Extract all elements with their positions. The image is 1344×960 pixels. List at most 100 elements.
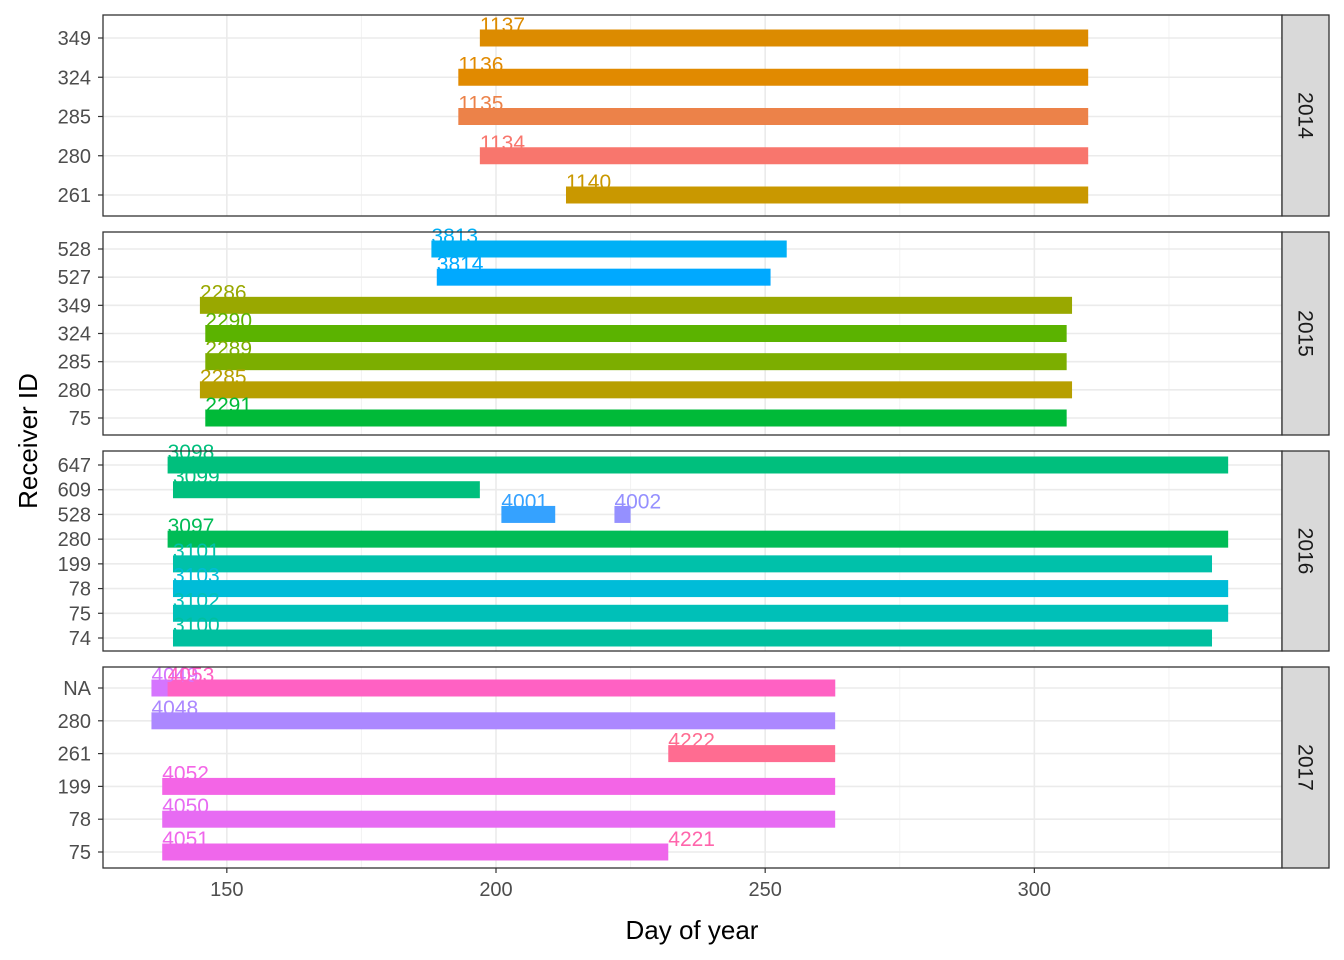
x-tick-label: 150	[210, 879, 243, 901]
facet-strip-label: 2014	[1294, 92, 1317, 139]
y-tick-label: 528	[58, 504, 91, 526]
range-bar	[167, 456, 1229, 474]
x-axis-title: Day of year	[626, 915, 759, 945]
range-bar	[458, 68, 1089, 86]
bar-label: 4001	[501, 490, 548, 513]
x-tick-label: 300	[1018, 879, 1051, 901]
y-tick-label: 280	[58, 529, 91, 551]
bar-label: 4049	[151, 664, 198, 687]
y-tick-label: 647	[58, 455, 91, 477]
y-tick-label: 199	[58, 554, 91, 576]
y-axis-title: Receiver ID	[13, 373, 43, 509]
range-bar	[479, 147, 1089, 165]
facet-panels: 1137 1136 1135 1134 1140 261 280 285 324 349 2014 3…	[58, 14, 1330, 869]
y-tick-label: 74	[69, 628, 91, 650]
y-tick-label: 75	[69, 408, 91, 430]
y-tick-label: 261	[58, 185, 91, 207]
y-tick-label: 609	[58, 480, 91, 502]
y-tick-label: 199	[58, 776, 91, 798]
facet-panel-2014: 1137 1136 1135 1134 1140 261 280 285 324 349 2014	[58, 14, 1330, 217]
y-tick-label: 285	[58, 352, 91, 374]
range-bar	[199, 381, 1073, 399]
y-tick-label: 349	[58, 295, 91, 317]
facet-strip-label: 2016	[1294, 528, 1317, 575]
range-bar	[162, 777, 836, 795]
bar-label: 2285	[200, 366, 247, 389]
bar-label: 3100	[173, 614, 220, 637]
facet-panel-2015: 3813 3814 2286 2290 2289 2285 2291 75 280 285 324 3…	[58, 225, 1330, 436]
range-bar	[205, 409, 1067, 427]
range-bar	[668, 745, 836, 763]
facet-strip	[1281, 14, 1330, 217]
bar-label: 3814	[437, 253, 484, 276]
range-bar	[167, 679, 836, 697]
bar-label: 2289	[205, 338, 252, 361]
range-bar	[431, 240, 787, 258]
y-tick-label: 280	[58, 711, 91, 733]
range-bar	[172, 604, 1229, 622]
range-bar	[205, 325, 1067, 342]
bar-label: 3813	[431, 225, 478, 248]
bar-label: 4053	[168, 664, 215, 687]
bar-label: 4002	[614, 490, 661, 513]
bar-label: 1135	[458, 93, 503, 116]
x-axis: 150 200 250 300	[210, 868, 1051, 901]
facet-strip	[1281, 450, 1330, 652]
y-tick-label: 528	[58, 239, 91, 261]
bar-label: 4222	[668, 730, 715, 753]
bar-label: 3099	[173, 466, 220, 489]
range-bar	[172, 580, 1229, 598]
range-bar	[172, 629, 1213, 647]
bar-label: 3103	[173, 565, 220, 588]
y-tick-label: 527	[58, 267, 91, 289]
y-tick-label: 280	[58, 146, 91, 168]
range-bar	[172, 481, 480, 499]
y-tick-label: 75	[69, 842, 91, 864]
range-bar	[199, 296, 1073, 314]
bar-label: 4051	[162, 828, 209, 851]
range-bar	[205, 353, 1067, 371]
y-tick-label: 324	[58, 67, 91, 89]
range-bar	[172, 555, 1213, 573]
y-tick-label: 261	[58, 744, 91, 766]
range-bar	[167, 530, 1229, 548]
bar-label: 2291	[205, 394, 252, 417]
bar-label: 3101	[173, 540, 220, 563]
y-tick-label: NA	[63, 678, 91, 700]
y-tick-label: 280	[58, 380, 91, 402]
range-bar	[162, 810, 836, 828]
bar-label: 2290	[205, 310, 252, 333]
bar-label: 4052	[162, 762, 209, 785]
x-tick-label: 200	[479, 879, 512, 901]
bar-label: 3097	[168, 515, 215, 538]
range-bar	[614, 505, 631, 523]
facet-strip	[1281, 666, 1330, 869]
range-bar	[151, 712, 836, 730]
panel-background	[103, 667, 1282, 868]
y-tick-label: 78	[69, 579, 91, 601]
range-bar	[565, 186, 1089, 204]
x-tick-label: 250	[748, 879, 781, 901]
range-bar	[479, 29, 1089, 47]
range-bar	[501, 505, 556, 523]
bar-label: 1137	[480, 14, 525, 37]
y-tick-label: 324	[58, 324, 91, 346]
bar-label: 1136	[458, 53, 503, 76]
bar-label: 2286	[200, 281, 247, 304]
bar-label: 1134	[480, 132, 525, 155]
y-tick-label: 349	[58, 28, 91, 50]
y-tick-label: 285	[58, 107, 91, 129]
range-bar	[436, 268, 771, 286]
bar-label: 4048	[151, 697, 198, 720]
y-tick-label: 78	[69, 809, 91, 831]
range-bar	[162, 843, 669, 861]
bar-label: 1140	[566, 171, 611, 194]
range-bar	[458, 108, 1089, 125]
bar-label: 3102	[173, 589, 220, 612]
facet-strip-label: 2015	[1294, 310, 1317, 357]
bar-label: 4050	[162, 795, 209, 818]
facet-strip-label: 2017	[1294, 744, 1317, 791]
